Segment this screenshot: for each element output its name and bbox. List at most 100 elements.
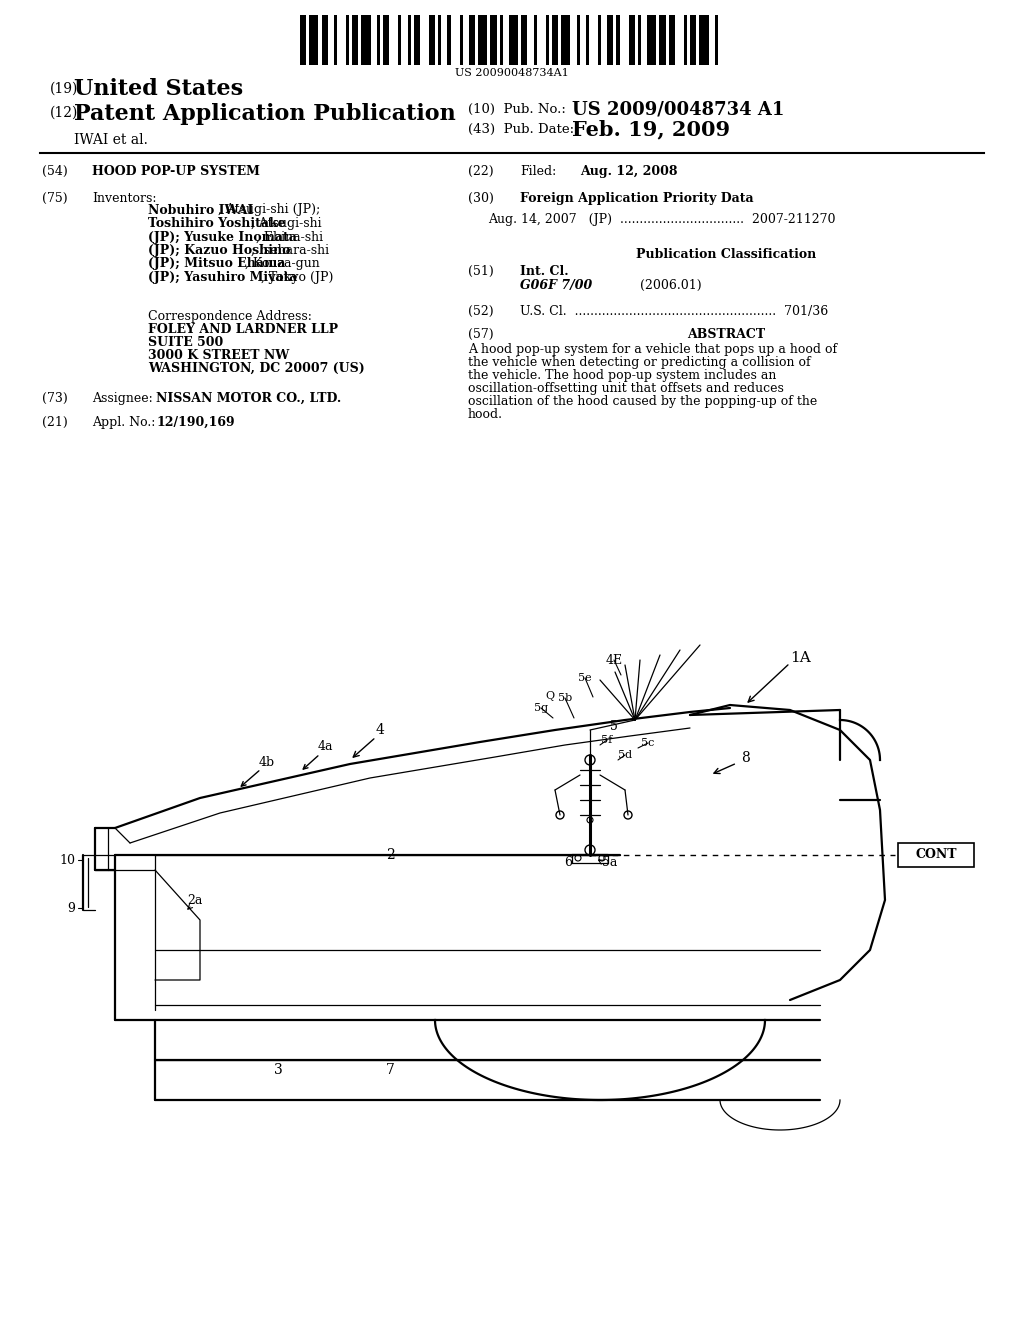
- Bar: [408, 15, 411, 65]
- Bar: [383, 15, 389, 65]
- Text: HOOD POP-UP SYSTEM: HOOD POP-UP SYSTEM: [92, 165, 260, 178]
- Text: Patent Application Publication: Patent Application Publication: [74, 103, 456, 125]
- Bar: [659, 15, 666, 65]
- Bar: [669, 15, 675, 65]
- Text: (2006.01): (2006.01): [640, 279, 701, 292]
- Text: , Tokyo (JP): , Tokyo (JP): [261, 271, 334, 284]
- Text: 5d: 5d: [617, 750, 632, 760]
- Text: (73): (73): [42, 392, 68, 405]
- Bar: [490, 15, 497, 65]
- Text: 5g: 5g: [534, 704, 548, 713]
- Text: 4: 4: [376, 723, 384, 737]
- Text: US 2009/0048734 A1: US 2009/0048734 A1: [572, 100, 784, 117]
- Bar: [521, 15, 527, 65]
- Text: United States: United States: [74, 78, 243, 100]
- Text: hood.: hood.: [468, 408, 503, 421]
- Text: 9: 9: [68, 902, 75, 915]
- Bar: [398, 15, 401, 65]
- Text: oscillation-offsetting unit that offsets and reduces: oscillation-offsetting unit that offsets…: [468, 381, 784, 395]
- Text: Foreign Application Priority Data: Foreign Application Priority Data: [520, 191, 754, 205]
- Text: NISSAN MOTOR CO., LTD.: NISSAN MOTOR CO., LTD.: [156, 392, 341, 405]
- Bar: [438, 15, 441, 65]
- Text: Toshihiro Yoshitake: Toshihiro Yoshitake: [148, 216, 286, 230]
- Text: 7: 7: [386, 1063, 394, 1077]
- Text: 4b: 4b: [259, 755, 275, 768]
- Text: Inventors:: Inventors:: [92, 191, 157, 205]
- Text: , Kouza-gun: , Kouza-gun: [245, 257, 319, 271]
- Bar: [414, 15, 420, 65]
- Text: Nobuhiro IWAI: Nobuhiro IWAI: [148, 203, 253, 216]
- Text: 4E: 4E: [605, 653, 623, 667]
- Bar: [346, 15, 349, 65]
- Bar: [546, 15, 549, 65]
- Bar: [898, 843, 974, 867]
- Text: (54): (54): [42, 165, 68, 178]
- Bar: [460, 15, 463, 65]
- Text: WASHINGTON, DC 20007 (US): WASHINGTON, DC 20007 (US): [148, 362, 365, 375]
- Bar: [322, 15, 328, 65]
- Bar: [361, 15, 371, 65]
- Bar: [429, 15, 435, 65]
- Text: Aug. 14, 2007   (JP)  ................................  2007-211270: Aug. 14, 2007 (JP) .....................…: [488, 213, 836, 226]
- Text: (22): (22): [468, 165, 494, 178]
- Text: Feb. 19, 2009: Feb. 19, 2009: [572, 119, 730, 139]
- Bar: [309, 15, 318, 65]
- Bar: [690, 15, 696, 65]
- Text: Filed:: Filed:: [520, 165, 556, 178]
- Bar: [509, 15, 518, 65]
- Bar: [447, 15, 451, 65]
- Text: 4a: 4a: [317, 741, 333, 754]
- Text: 10: 10: [59, 854, 75, 866]
- Text: (21): (21): [42, 416, 68, 429]
- Text: Int. Cl.: Int. Cl.: [520, 265, 568, 279]
- Bar: [478, 15, 487, 65]
- Text: (10)  Pub. No.:: (10) Pub. No.:: [468, 103, 566, 116]
- Text: (75): (75): [42, 191, 68, 205]
- Bar: [500, 15, 503, 65]
- Bar: [552, 15, 558, 65]
- Text: (JP); Mitsuo Ehama: (JP); Mitsuo Ehama: [148, 257, 286, 271]
- Text: Aug. 12, 2008: Aug. 12, 2008: [580, 165, 678, 178]
- Text: (19): (19): [50, 82, 79, 96]
- Bar: [586, 15, 589, 65]
- Text: IWAI et al.: IWAI et al.: [74, 133, 147, 147]
- Text: Correspondence Address:: Correspondence Address:: [148, 310, 312, 323]
- Text: CONT: CONT: [915, 849, 956, 862]
- Text: the vehicle. The hood pop-up system includes an: the vehicle. The hood pop-up system incl…: [468, 370, 776, 381]
- Text: Assignee:: Assignee:: [92, 392, 153, 405]
- Text: 2a: 2a: [187, 894, 203, 907]
- Text: 5f: 5f: [601, 735, 612, 744]
- Bar: [607, 15, 613, 65]
- Text: , Atsugi-shi: , Atsugi-shi: [251, 216, 322, 230]
- Bar: [352, 15, 358, 65]
- Text: A hood pop-up system for a vehicle that pops up a hood of: A hood pop-up system for a vehicle that …: [468, 343, 838, 356]
- Text: Appl. No.:: Appl. No.:: [92, 416, 156, 429]
- Bar: [638, 15, 641, 65]
- Bar: [377, 15, 380, 65]
- Text: Publication Classification: Publication Classification: [636, 248, 816, 261]
- Text: ABSTRACT: ABSTRACT: [687, 327, 765, 341]
- Text: 5c: 5c: [641, 738, 654, 748]
- Text: (43)  Pub. Date:: (43) Pub. Date:: [468, 123, 574, 136]
- Text: (52): (52): [468, 305, 494, 318]
- Text: the vehicle when detecting or predicting a collision of: the vehicle when detecting or predicting…: [468, 356, 811, 370]
- Text: (12): (12): [50, 106, 79, 120]
- Text: (JP); Kazuo Hoshino: (JP); Kazuo Hoshino: [148, 244, 291, 257]
- Text: , Ebina-shi: , Ebina-shi: [256, 231, 324, 243]
- Text: 5a: 5a: [602, 857, 617, 870]
- Bar: [300, 15, 306, 65]
- Bar: [334, 15, 337, 65]
- Text: (JP); Yasuhiro Miyata: (JP); Yasuhiro Miyata: [148, 271, 297, 284]
- Text: U.S. Cl.  ....................................................  701/36: U.S. Cl. ...............................…: [520, 305, 828, 318]
- Text: (51): (51): [468, 265, 494, 279]
- Text: 6: 6: [564, 855, 572, 869]
- Text: 3000 K STREET NW: 3000 K STREET NW: [148, 348, 289, 362]
- Text: (JP); Yusuke Inomata: (JP); Yusuke Inomata: [148, 231, 297, 243]
- Text: 12/190,169: 12/190,169: [156, 416, 234, 429]
- Text: 5: 5: [610, 721, 617, 734]
- Text: Q: Q: [546, 690, 555, 701]
- Text: 8: 8: [740, 751, 750, 766]
- Bar: [684, 15, 687, 65]
- Text: 1A: 1A: [790, 651, 810, 665]
- Text: 3: 3: [273, 1063, 283, 1077]
